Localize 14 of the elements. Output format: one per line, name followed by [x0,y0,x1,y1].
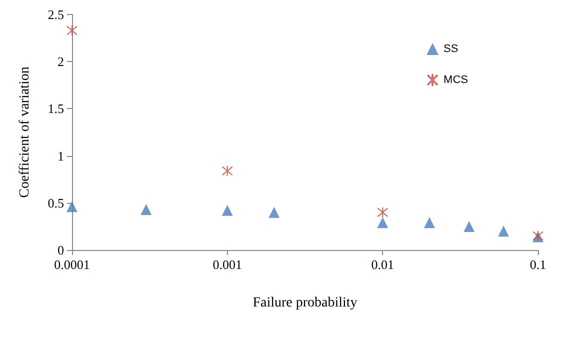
y-tick-label: 2 [58,54,64,70]
x-tick-label: 0.001 [212,257,242,272]
y-tick-label: 2.5 [48,7,64,22]
x-tick-label: 0.1 [530,257,546,272]
y-tick-label: 1.5 [48,101,64,116]
y-tick-label: 0.5 [48,195,64,210]
y-axis-title: Coefficient of variation [18,66,32,198]
x-axis-title: Failure probability [252,296,358,310]
x-tick-label: 0.0001 [54,257,90,272]
legend-label: MCS [444,74,468,86]
y-tick-label: 0 [58,242,64,258]
y-tick-label: 1 [58,148,64,164]
x-tick-label: 0.01 [371,257,394,272]
legend-label: SS [444,43,458,55]
